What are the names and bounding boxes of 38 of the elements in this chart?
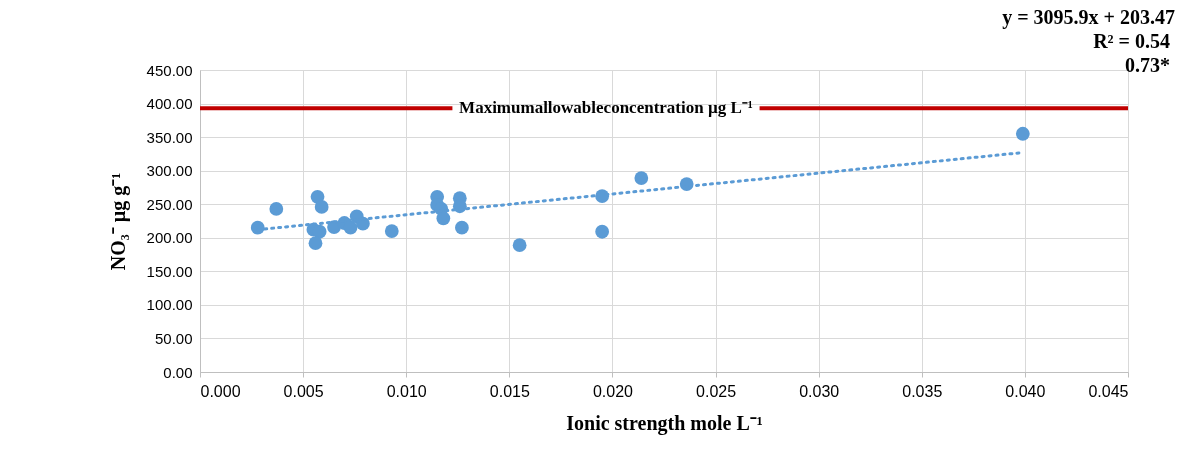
- annotation: 0.73*: [1125, 54, 1170, 76]
- point: [1015, 126, 1030, 141]
- y-tick-label: 250.00: [146, 195, 193, 213]
- y-tick-label: 0.00: [163, 363, 193, 381]
- text: y = 3095.9x + 203.47: [1002, 6, 1175, 29]
- x-tick-label: 0.030: [799, 382, 840, 400]
- point: [512, 238, 527, 253]
- x-tick-label: 0.010: [386, 382, 427, 400]
- y-tick-label: 150.00: [146, 262, 193, 280]
- y-tick-label: 450.00: [146, 61, 193, 79]
- x-tick-label: 0.025: [696, 382, 737, 400]
- y-axis-title: NO₃⁻ µg g⁻¹: [106, 172, 130, 271]
- point: [314, 200, 329, 214]
- point: [634, 171, 649, 185]
- x-tick-label: 0.045: [1088, 382, 1129, 400]
- x-tick-label: 0.035: [902, 382, 943, 400]
- y-tick-label: 100.00: [146, 296, 193, 314]
- x-tick-label: 0.015: [489, 382, 530, 400]
- point: [595, 224, 610, 239]
- x-tick-label: 0.040: [1005, 382, 1046, 400]
- point: [384, 224, 399, 238]
- point: [455, 220, 469, 235]
- point: [436, 211, 451, 226]
- point: [269, 202, 284, 216]
- x-tick-label: 0.005: [283, 382, 324, 400]
- y-tick-label: 200.00: [146, 229, 193, 247]
- y-tick-label: 300.00: [146, 162, 193, 180]
- x-tick-label: 0.020: [592, 382, 634, 400]
- point: [312, 224, 327, 239]
- y-tick-label: 350.00: [146, 128, 193, 146]
- ref-line-label: Maximumallowableconcentration µg L⁻¹: [459, 98, 753, 118]
- point: [343, 220, 358, 235]
- y-tick-label: 400.00: [146, 95, 193, 113]
- x-axis-title: Ionic strength mole L⁻¹: [566, 411, 763, 435]
- y-tick-label: 50.00: [154, 329, 193, 347]
- text: R² = 0.54: [1093, 30, 1170, 52]
- x-tick-label: 0.000: [200, 382, 241, 400]
- point: [308, 236, 323, 251]
